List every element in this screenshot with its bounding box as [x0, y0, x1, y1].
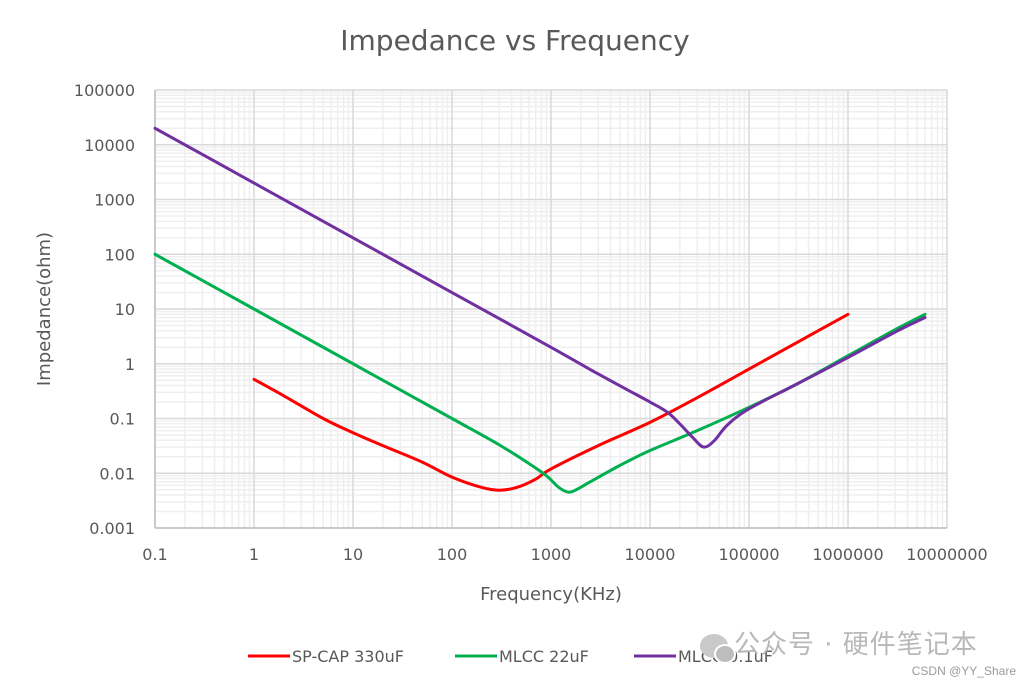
legend-label: SP-CAP 330uF — [292, 647, 404, 666]
plot-frame — [154, 90, 947, 529]
grid — [154, 89, 948, 529]
legend-mlcc-22uf: MLCC 22uF — [455, 647, 589, 666]
watermark-text: 公众号 · 硬件笔记本 — [734, 630, 978, 660]
y-tick-label: 10000 — [84, 136, 135, 155]
y-tick-label: 0.01 — [99, 464, 135, 483]
x-tick-label: 10000 — [625, 545, 676, 564]
chart-title: Impedance vs Frequency — [340, 24, 689, 57]
x-tick-label: 1000000 — [812, 545, 883, 564]
x-tick-label: 100 — [437, 545, 468, 564]
y-tick-label: 10 — [115, 300, 135, 319]
series-sp-cap-330uf-line — [252, 312, 850, 492]
x-axis-label: Frequency(KHz) — [480, 584, 622, 605]
y-tick-label: 100000 — [74, 81, 135, 100]
legend: SP-CAP 330uF MLCC 22uF MLCC 0.1uF — [248, 647, 773, 666]
x-tick-label: 10000000 — [906, 545, 987, 564]
legend-sp-cap-330uf: SP-CAP 330uF — [248, 647, 404, 666]
wechat-icon — [700, 633, 736, 664]
x-tick-labels: 0.1 1 10 100 1000 10000 100000 1000000 10000000 — [142, 545, 987, 564]
x-tick-label: 10 — [343, 545, 363, 564]
y-tick-label: 0.1 — [110, 410, 135, 429]
series-mlcc-0-1uf-line — [153, 126, 927, 449]
legend-label: MLCC 22uF — [499, 647, 589, 666]
x-tick-label: 100000 — [718, 545, 779, 564]
x-tick-label: 0.1 — [142, 545, 167, 564]
y-tick-label: 100 — [104, 245, 135, 264]
watermark: 公众号 · 硬件笔记本 — [700, 624, 978, 664]
y-tick-labels: 100000 10000 1000 100 10 1 0.1 0.01 0.001 — [74, 81, 135, 538]
x-tick-label: 1000 — [531, 545, 572, 564]
y-tick-label: 1 — [125, 355, 135, 374]
credit-text: CSDN @YY_Share — [911, 664, 1016, 678]
y-tick-label: 0.001 — [89, 519, 135, 538]
series-layer — [153, 126, 927, 494]
y-axis-label: Impedance(ohm) — [34, 232, 55, 386]
y-tick-label: 1000 — [94, 191, 135, 210]
x-tick-label: 1 — [249, 545, 259, 564]
